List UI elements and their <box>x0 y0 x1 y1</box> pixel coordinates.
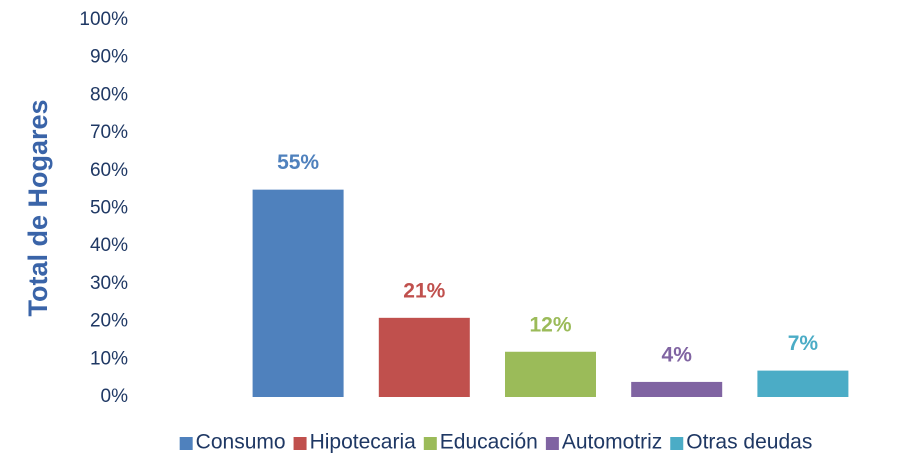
value-label: 21% <box>403 279 445 302</box>
bar <box>505 351 596 397</box>
legend-marker <box>293 437 307 450</box>
legend-label: Otras deudas <box>686 431 812 454</box>
y-tick-label: 40% <box>90 235 128 256</box>
y-tick-label: 60% <box>90 160 128 181</box>
value-label: 7% <box>788 332 819 355</box>
legend-marker <box>423 437 437 450</box>
y-tick-label: 90% <box>90 47 128 68</box>
legend-marker <box>545 437 559 450</box>
legend-label: Educación <box>440 431 538 454</box>
y-tick-label: 0% <box>101 386 129 407</box>
legend-marker <box>179 437 193 450</box>
legend-label: Automotriz <box>562 431 662 454</box>
y-tick-label: 100% <box>79 9 128 30</box>
bar <box>631 381 723 397</box>
y-tick-label: 20% <box>90 311 128 332</box>
bar <box>378 317 470 397</box>
y-axis-title: Total de Hogares <box>23 99 53 316</box>
y-tick-label: 30% <box>90 273 128 294</box>
value-label: 55% <box>277 151 319 174</box>
y-tick-label: 70% <box>90 122 128 143</box>
legend-label: Consumo <box>196 431 286 454</box>
y-tick-label: 10% <box>90 348 128 369</box>
value-label: 4% <box>662 343 693 366</box>
bar <box>757 370 849 397</box>
legend-marker <box>670 437 684 450</box>
value-label: 12% <box>529 313 571 336</box>
y-tick-label: 50% <box>90 198 128 219</box>
y-tick-label: 80% <box>90 84 128 105</box>
legend-label: Hipotecaria <box>310 431 417 454</box>
bar <box>252 189 344 397</box>
